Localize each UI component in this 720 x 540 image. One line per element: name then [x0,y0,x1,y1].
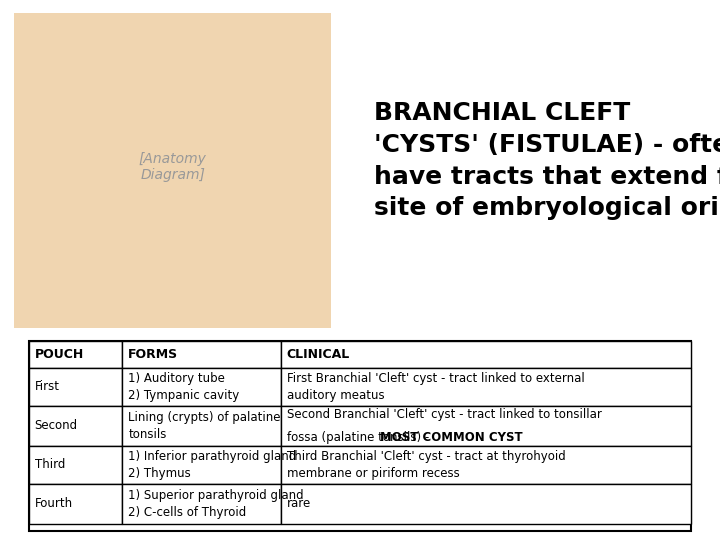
Bar [122,341,281,368]
Text: Second Branchial 'Cleft' cyst - tract linked to tonsillar: Second Branchial 'Cleft' cyst - tract li… [287,408,601,421]
Bar [122,484,281,524]
Text: MOST COMMON CYST: MOST COMMON CYST [380,430,523,443]
Bar [281,406,691,446]
Text: CLINICAL: CLINICAL [287,348,350,361]
Text: 1) Inferior parathyroid gland
2) Thymus: 1) Inferior parathyroid gland 2) Thymus [128,450,297,480]
Bar [29,341,691,531]
Text: Third: Third [35,458,65,471]
FancyBboxPatch shape [14,14,331,328]
Bar [29,341,122,368]
Text: BRANCHIAL CLEFT
'CYSTS' (FISTULAE) - often
have tracts that extend from
site of : BRANCHIAL CLEFT 'CYSTS' (FISTULAE) - oft… [374,102,720,220]
Text: First Branchial 'Cleft' cyst - tract linked to external
auditory meatus: First Branchial 'Cleft' cyst - tract lin… [287,372,585,402]
Text: Second: Second [35,420,78,433]
Text: POUCH: POUCH [35,348,84,361]
Text: rare: rare [287,497,311,510]
Text: First: First [35,380,60,394]
Bar [29,368,122,406]
Bar [122,446,281,484]
FancyBboxPatch shape [14,14,331,328]
Bar [29,446,122,484]
Bar [122,368,281,406]
Bar [281,368,691,406]
Bar [281,484,691,524]
Bar [122,406,281,446]
Text: fossa (palatine tonsils) -: fossa (palatine tonsils) - [287,430,433,443]
Bar [29,406,122,446]
Text: FORMS: FORMS [128,348,179,361]
Bar [281,446,691,484]
Text: Lining (crypts) of palatine
tonsils: Lining (crypts) of palatine tonsils [128,411,281,441]
Bar [29,484,122,524]
Text: Fourth: Fourth [35,497,73,510]
Text: [Anatomy
Diagram]: [Anatomy Diagram] [139,152,207,183]
Text: 1) Superior parathyroid gland
2) C-cells of Thyroid: 1) Superior parathyroid gland 2) C-cells… [128,489,304,519]
Bar [281,341,691,368]
Text: Third Branchial 'Cleft' cyst - tract at thyrohyoid
membrane or piriform recess: Third Branchial 'Cleft' cyst - tract at … [287,450,565,480]
Text: 1) Auditory tube
2) Tympanic cavity: 1) Auditory tube 2) Tympanic cavity [128,372,240,402]
